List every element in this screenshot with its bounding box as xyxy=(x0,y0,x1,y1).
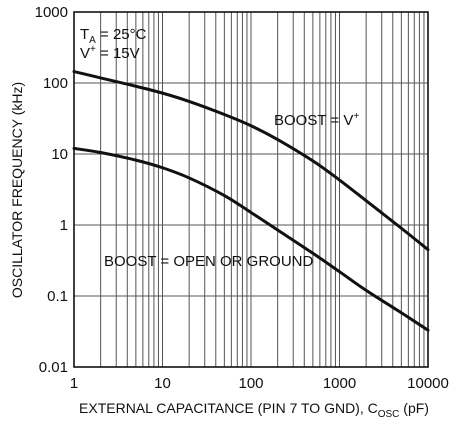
x-tick-label: 100 xyxy=(238,375,263,392)
x-tick-label: 1 xyxy=(70,375,78,392)
series-line-boost-vplus xyxy=(72,70,430,252)
y-tick-label: 100 xyxy=(43,75,68,92)
temperature-condition: TA = 25°C xyxy=(80,26,147,46)
y-axis-label: OSCILLATOR FREQUENCY (kHz) xyxy=(9,82,25,298)
y-tick-label: 1 xyxy=(60,217,68,234)
voltage-condition: V+ = 15V xyxy=(80,44,140,62)
x-axis-label: EXTERNAL CAPACITANCE (PIN 7 TO GND), COS… xyxy=(79,400,429,420)
series-label-boost-vplus: BOOST = V+ xyxy=(274,111,359,129)
y-tick-label: 0.1 xyxy=(47,288,68,305)
tick-labels: 1 10 100 1000 10000 1000 100 10 1 0.1 0.01 xyxy=(35,4,449,392)
curve-layer xyxy=(72,70,430,332)
y-tick-label: 1000 xyxy=(35,4,68,21)
x-tick-label: 1000 xyxy=(323,375,356,392)
series-label-boost-open: BOOST = OPEN OR GROUND xyxy=(104,253,314,270)
series-line-boost-open-or-ground xyxy=(72,146,430,332)
y-tick-label: 0.01 xyxy=(39,359,68,376)
x-tick-label: 10 xyxy=(154,375,171,392)
grid-layer xyxy=(74,12,428,367)
x-tick-label: 10000 xyxy=(407,375,449,392)
y-tick-label: 10 xyxy=(51,146,68,163)
plot-frame xyxy=(73,11,429,368)
